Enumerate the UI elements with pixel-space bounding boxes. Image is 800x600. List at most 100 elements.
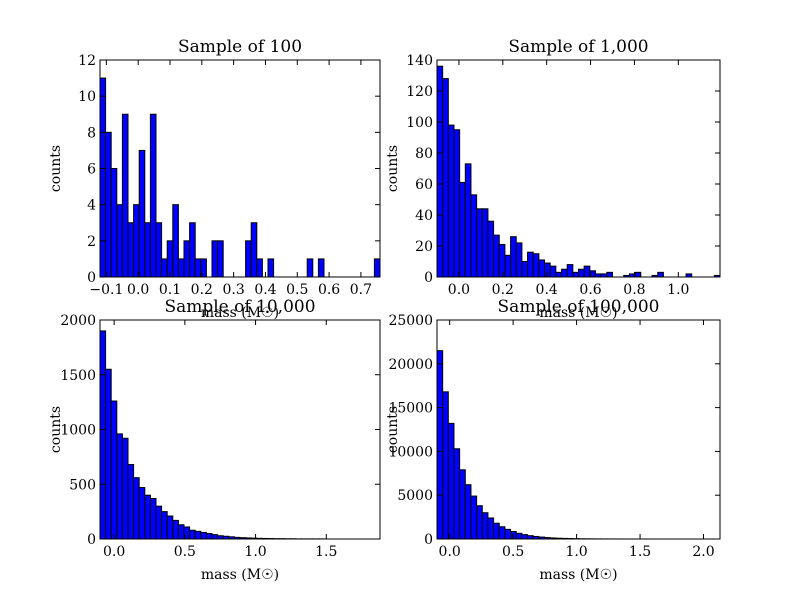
- chart-title: Sample of 100: [178, 37, 302, 57]
- x-tick-label: 1.0: [565, 544, 587, 560]
- histogram-bar: [217, 240, 224, 278]
- histogram-bar: [578, 268, 585, 278]
- histogram-bar: [453, 129, 461, 278]
- histogram-bar: [116, 433, 123, 540]
- histogram-bar: [194, 258, 202, 278]
- y-tick-label: 1000: [60, 423, 96, 439]
- histogram-bar: [487, 517, 495, 540]
- chart-title: Sample of 1,000: [508, 37, 648, 57]
- histogram-bar: [470, 495, 478, 540]
- histogram-bar: [515, 532, 523, 540]
- histogram-bar: [110, 400, 118, 540]
- histogram-bar: [177, 524, 185, 540]
- histogram-bar: [127, 222, 135, 278]
- y-tick-label: 4: [87, 198, 96, 214]
- histogram-bar: [121, 437, 129, 540]
- plot-frame: [436, 319, 721, 540]
- y-tick-label: 10000: [388, 444, 433, 460]
- histogram-bar: [200, 531, 207, 540]
- histogram-bar: [493, 234, 500, 278]
- histogram-bar: [436, 350, 444, 540]
- histogram-bar: [177, 258, 185, 278]
- histogram-bar: [317, 258, 325, 278]
- histogram-bar: [144, 222, 151, 278]
- histogram-bar: [306, 258, 314, 278]
- x-tick-label: 0.2: [191, 282, 213, 298]
- y-tick-label: 0: [424, 270, 433, 286]
- histogram-bar: [561, 268, 568, 278]
- y-axis-label: counts: [48, 406, 64, 453]
- y-tick-label: 140: [406, 53, 433, 69]
- y-tick-label: 8: [87, 125, 96, 141]
- x-tick-label: 0.5: [174, 544, 196, 560]
- histogram-bar: [245, 240, 252, 278]
- histogram-bar: [504, 528, 512, 540]
- histogram-bar: [538, 259, 546, 278]
- histogram-bar: [183, 240, 191, 278]
- histogram-bar: [116, 204, 123, 278]
- plot-frame: [436, 59, 721, 278]
- histogram-bar: [459, 469, 466, 540]
- y-tick-label: 15000: [388, 401, 433, 417]
- y-tick-label: 0: [424, 532, 433, 548]
- histogram-bar: [521, 261, 529, 278]
- histogram-bar: [166, 240, 174, 278]
- histogram-bar: [127, 464, 135, 540]
- x-tick-label: 1.5: [629, 544, 651, 560]
- chart-title: Sample of 100,000: [498, 297, 660, 317]
- x-tick-label: 0.3: [223, 282, 245, 298]
- histogram-bar: [211, 534, 219, 540]
- histogram-bar: [527, 251, 534, 278]
- y-tick-label: 10: [78, 89, 96, 105]
- histogram-bar: [476, 208, 483, 278]
- histogram-bar: [470, 194, 478, 278]
- histogram-bar: [566, 264, 574, 278]
- histogram-panel-1: −0.1 0.0 0.1 0.2 0.3 0.4 0.5 0.6 0.7 0 2 4 6 8 10 12 Sam…: [48, 37, 381, 321]
- histogram-bar: [459, 181, 466, 278]
- y-tick-label: 0: [87, 270, 96, 286]
- histogram-bar: [267, 258, 275, 278]
- y-tick-label: 100: [406, 115, 433, 131]
- x-tick-label: 0.4: [536, 282, 558, 298]
- histogram-bar: [172, 204, 179, 278]
- histogram-bar: [583, 265, 591, 278]
- histogram-bar: [634, 271, 642, 278]
- histogram-bar: [572, 271, 580, 278]
- histogram-bar: [476, 505, 483, 540]
- x-tick-label: 0.5: [502, 544, 524, 560]
- histogram-bar: [464, 163, 472, 278]
- histogram-bar: [211, 240, 219, 278]
- histogram-bar: [481, 208, 489, 278]
- x-tick-label: 2.0: [692, 544, 714, 560]
- y-axis-label: counts: [385, 145, 401, 192]
- histogram-bar: [657, 271, 664, 278]
- histogram-bar: [250, 222, 258, 278]
- histogram-bar: [442, 78, 449, 278]
- y-tick-label: 20: [415, 239, 433, 255]
- histogram-bar: [544, 262, 551, 278]
- x-tick-label: 0.8: [623, 282, 645, 298]
- y-tick-label: 6: [87, 162, 96, 178]
- histogram-bar: [133, 204, 140, 278]
- histogram-bar: [498, 526, 506, 540]
- x-axis-label: mass (M☉): [539, 305, 617, 321]
- x-tick-label: 0.0: [448, 282, 470, 298]
- histogram-bar: [172, 519, 179, 540]
- x-axis-label: mass (M☉): [201, 567, 279, 583]
- histogram-bar: [110, 168, 118, 278]
- x-tick-label: 0.5: [286, 282, 308, 298]
- histogram-panel-3: 0.0 0.5 1.0 1.5 0 500 1000 1500 2000 Sample of 10…: [48, 297, 381, 583]
- x-tick-label: 0.7: [350, 282, 372, 298]
- histogram-bar: [161, 511, 168, 540]
- x-axis-label: mass (M☉): [201, 305, 279, 321]
- y-tick-label: 80: [415, 146, 433, 162]
- histogram-bar: [373, 258, 381, 278]
- histogram-bar: [498, 243, 506, 278]
- histogram-bar: [515, 242, 523, 278]
- histogram-panel-4: 0.0 0.5 1.0 1.5 2.0 0 5000 10000 15000 20000 25000…: [385, 297, 721, 583]
- histogram-bar: [133, 477, 140, 540]
- histogram-bar: [205, 533, 213, 540]
- x-tick-label: 0.6: [579, 282, 601, 298]
- histogram-bar: [453, 448, 461, 540]
